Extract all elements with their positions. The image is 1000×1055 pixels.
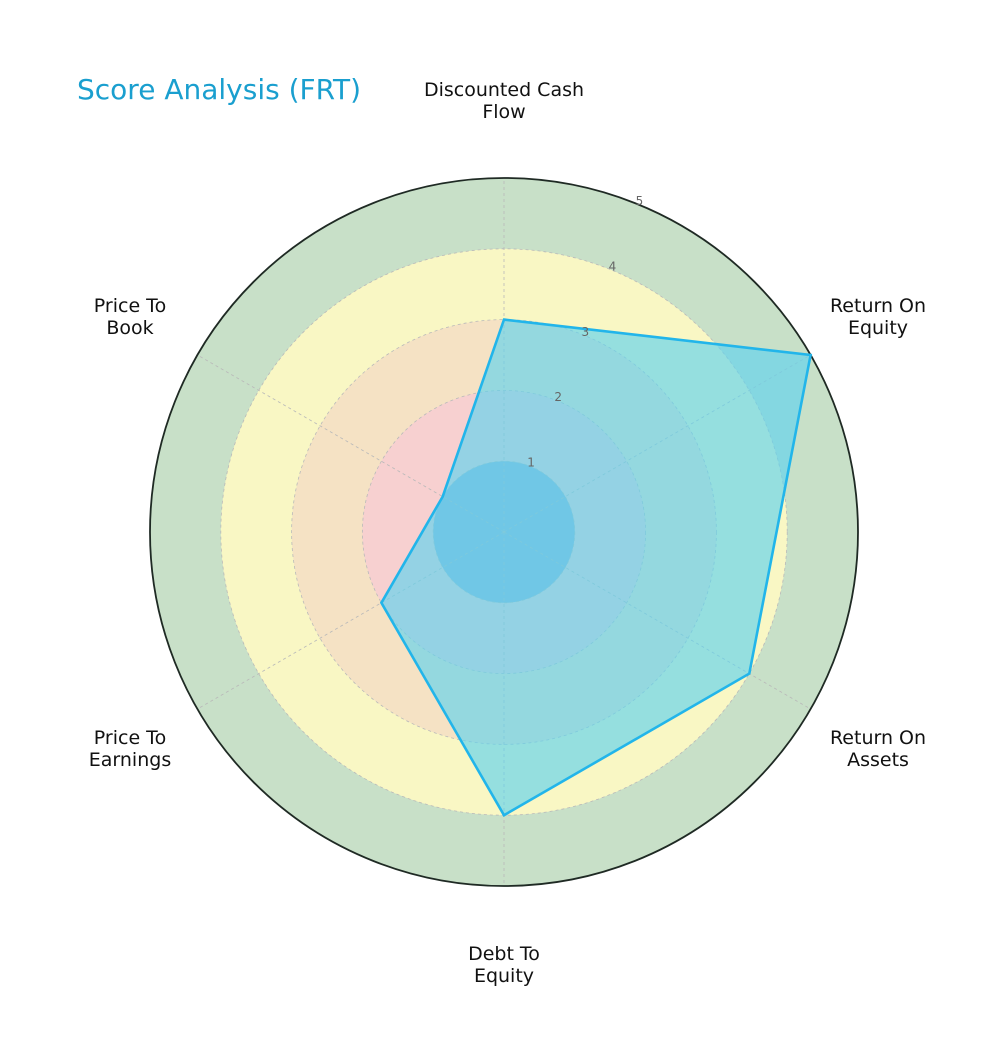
axis-label-4: Debt To Equity xyxy=(468,943,540,987)
outer-ring xyxy=(149,177,859,887)
series-polygon xyxy=(379,318,813,817)
axis-label-1: Discounted Cash Flow xyxy=(424,79,584,123)
axis-label-5: Price To Earnings xyxy=(89,727,171,771)
grid-spoke-6 xyxy=(197,354,505,533)
tick-label-2: 2 xyxy=(554,390,562,404)
tick-label-5: 5 xyxy=(636,194,644,208)
tick-label-4: 4 xyxy=(609,259,617,273)
tick-label-3: 3 xyxy=(581,325,589,339)
radial-tick-labels: 1 2 3 4 5 xyxy=(527,194,643,470)
axis-labels: Discounted Cash Flow Return On Equity Return… xyxy=(89,79,926,987)
chart-title: Score Analysis (FRT) xyxy=(77,73,361,106)
tick-label-1: 1 xyxy=(527,456,535,470)
grid-spoke-5 xyxy=(197,531,505,710)
axis-label-3: Return On Assets xyxy=(830,727,926,771)
radar-series xyxy=(379,318,813,817)
axis-label-6: Price To Book xyxy=(94,295,166,339)
axis-label-2: Return On Equity xyxy=(830,295,926,339)
